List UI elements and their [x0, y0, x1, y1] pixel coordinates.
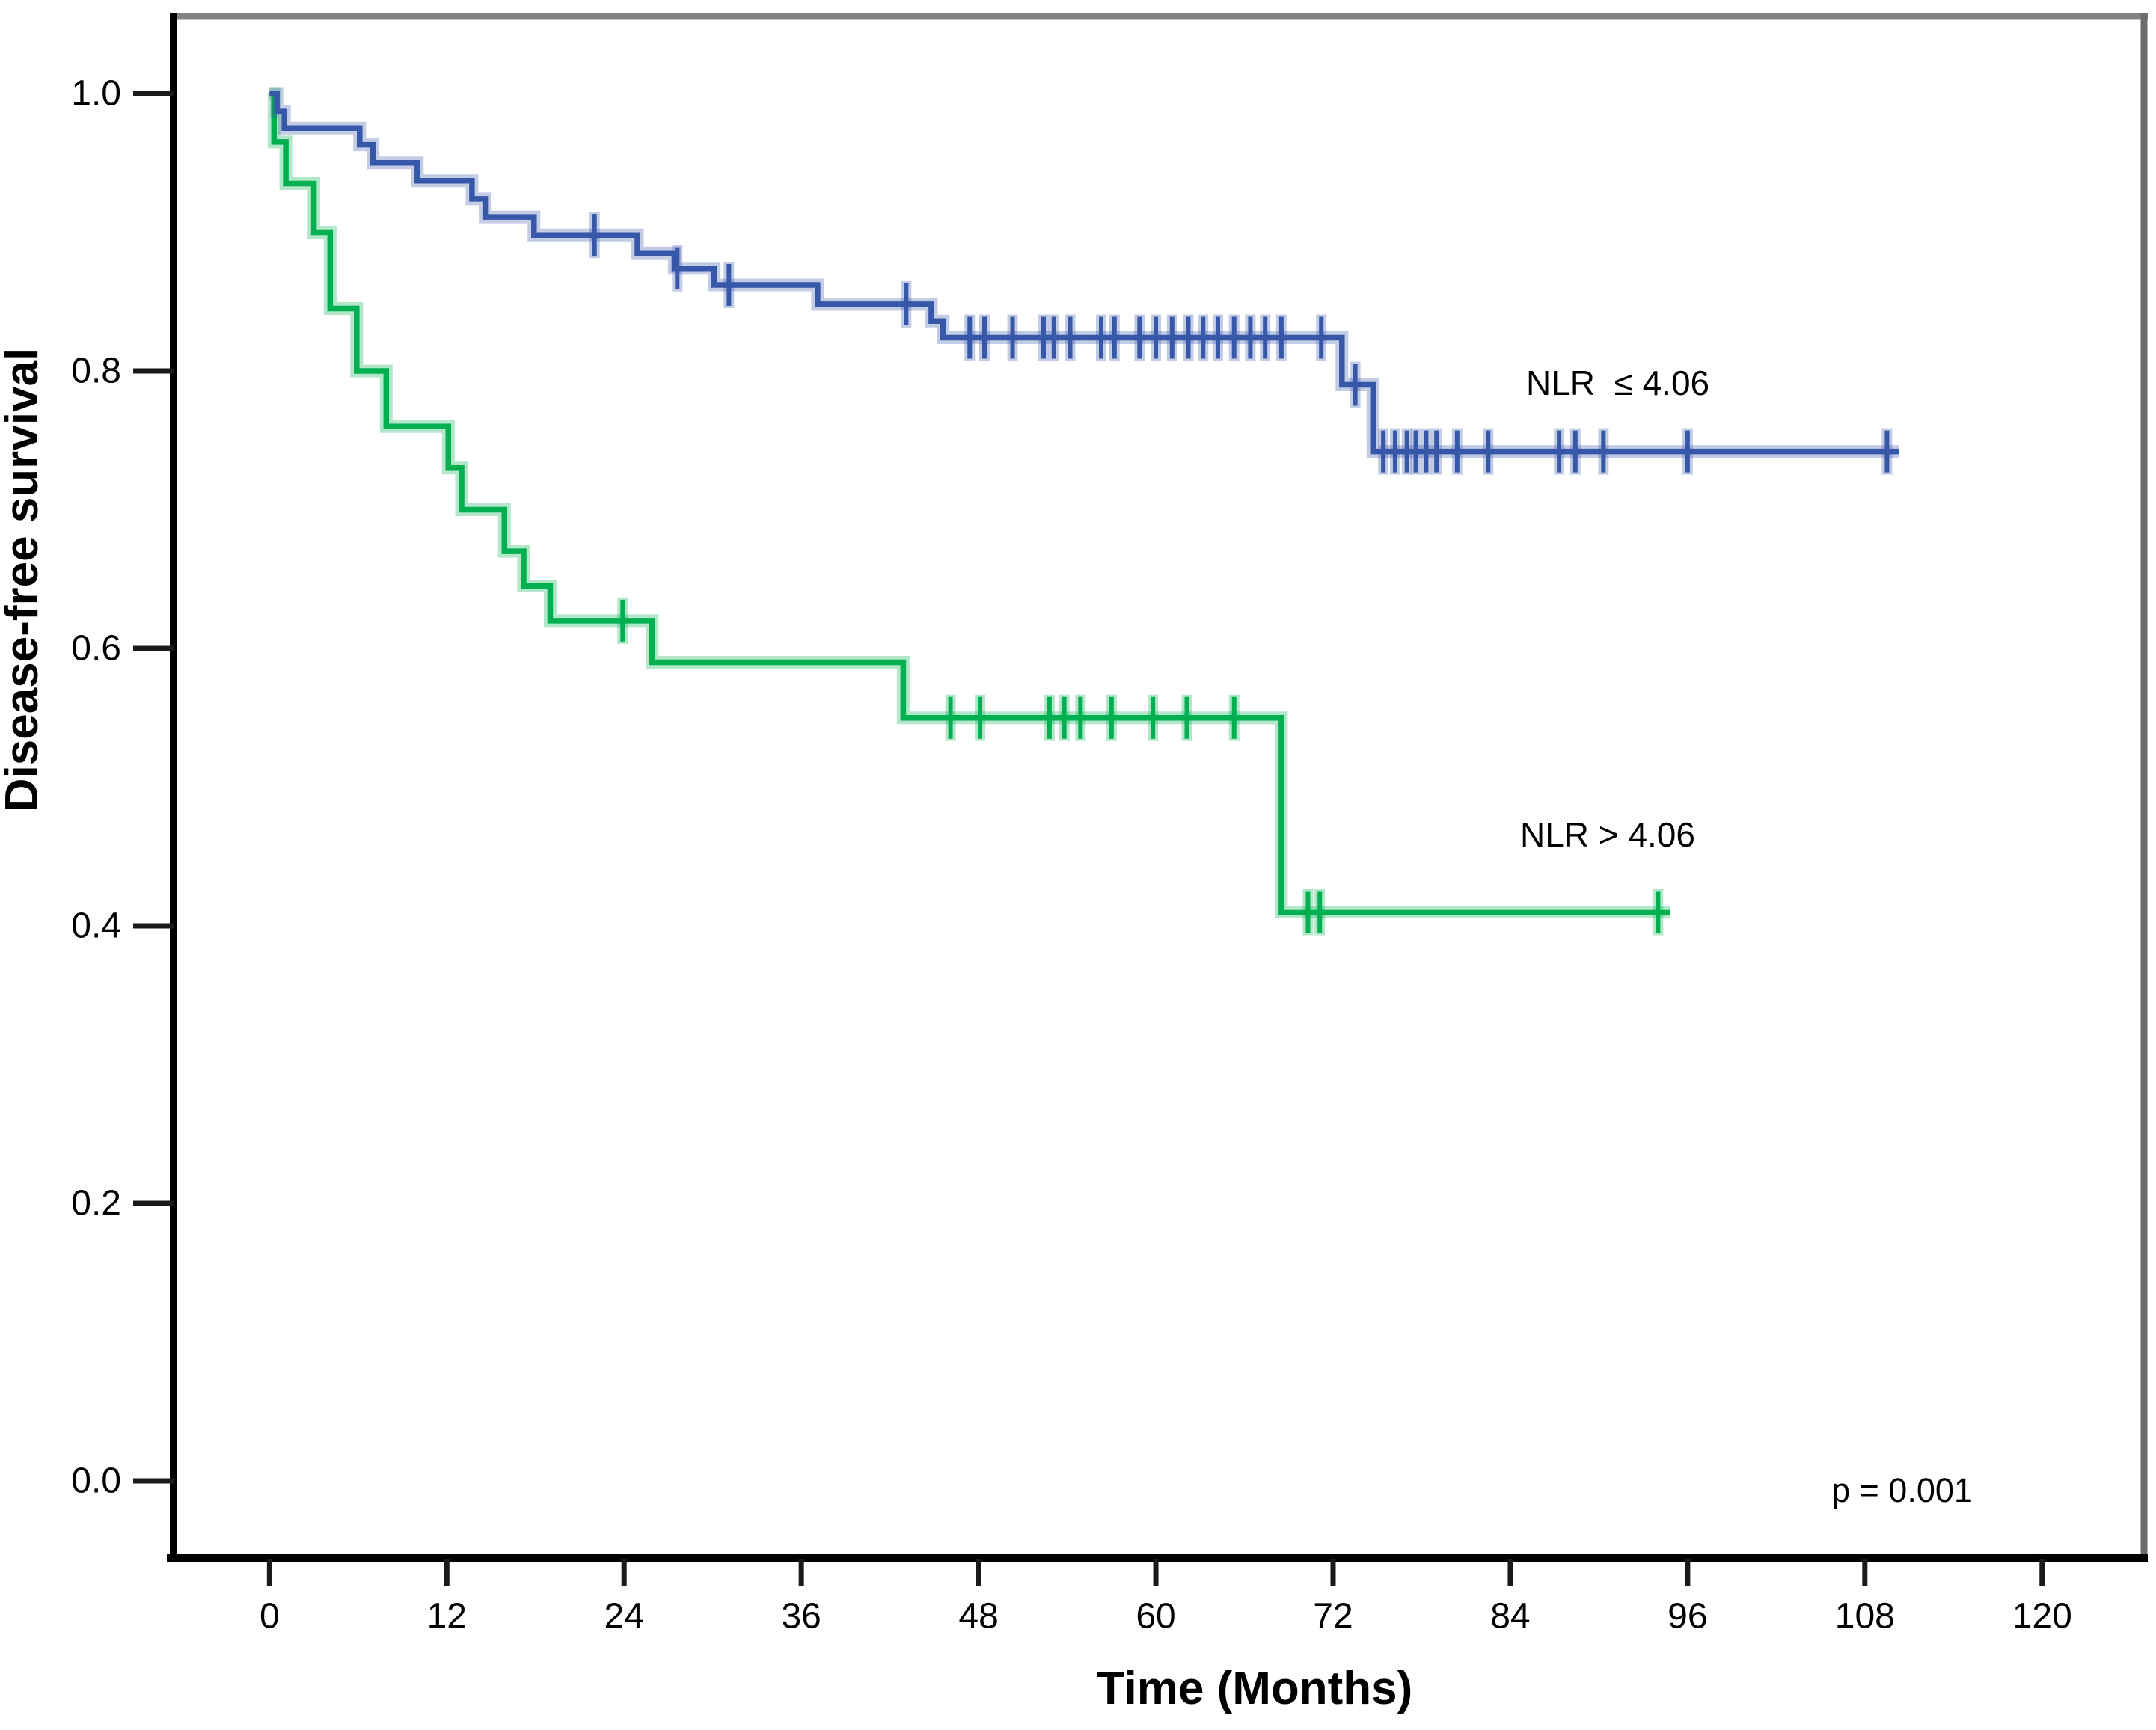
y-tick-label: 0.2: [71, 1184, 121, 1224]
y-tick-label: 0.8: [71, 351, 121, 390]
x-tick-label: 60: [1136, 1597, 1175, 1637]
p-value-label: p = 0.001: [1831, 1471, 1973, 1509]
x-tick-label: 72: [1313, 1597, 1353, 1637]
x-tick-label: 84: [1490, 1597, 1530, 1637]
x-axis-ticks: 0 12 24 36 48 60 72 84 96 108 120: [260, 1559, 2072, 1637]
x-tick-label: 0: [260, 1597, 280, 1637]
x-tick-label: 96: [1667, 1597, 1707, 1637]
curve-nlr-low: [269, 91, 1899, 455]
curve-label-nlr-low: NLR ≤ 4.06: [1526, 364, 1709, 402]
plot-frame: [167, 13, 2148, 1562]
y-tick-label: 0.4: [71, 907, 121, 946]
y-axis-ticks: 0.0 0.2 0.4 0.6 0.8 1.0: [71, 73, 174, 1501]
survival-curves: [267, 87, 1899, 936]
x-tick-label: 12: [427, 1597, 467, 1637]
x-tick-label: 48: [958, 1597, 998, 1637]
x-tick-label: 24: [604, 1597, 644, 1637]
x-axis-title: Time (Months): [1097, 1663, 1413, 1714]
y-tick-label: 0.0: [71, 1461, 121, 1501]
y-axis-title: Disease-free survival: [0, 348, 48, 812]
x-tick-label: 108: [1835, 1597, 1895, 1637]
x-tick-label: 36: [781, 1597, 821, 1637]
curve-nlr-high: [269, 91, 1670, 915]
curve-label-nlr-high: NLR > 4.06: [1520, 815, 1695, 854]
plot-area: [174, 16, 2144, 1558]
y-tick-label: 0.6: [71, 628, 121, 668]
x-tick-label: 120: [2012, 1597, 2072, 1637]
y-tick-label: 1.0: [71, 73, 121, 113]
